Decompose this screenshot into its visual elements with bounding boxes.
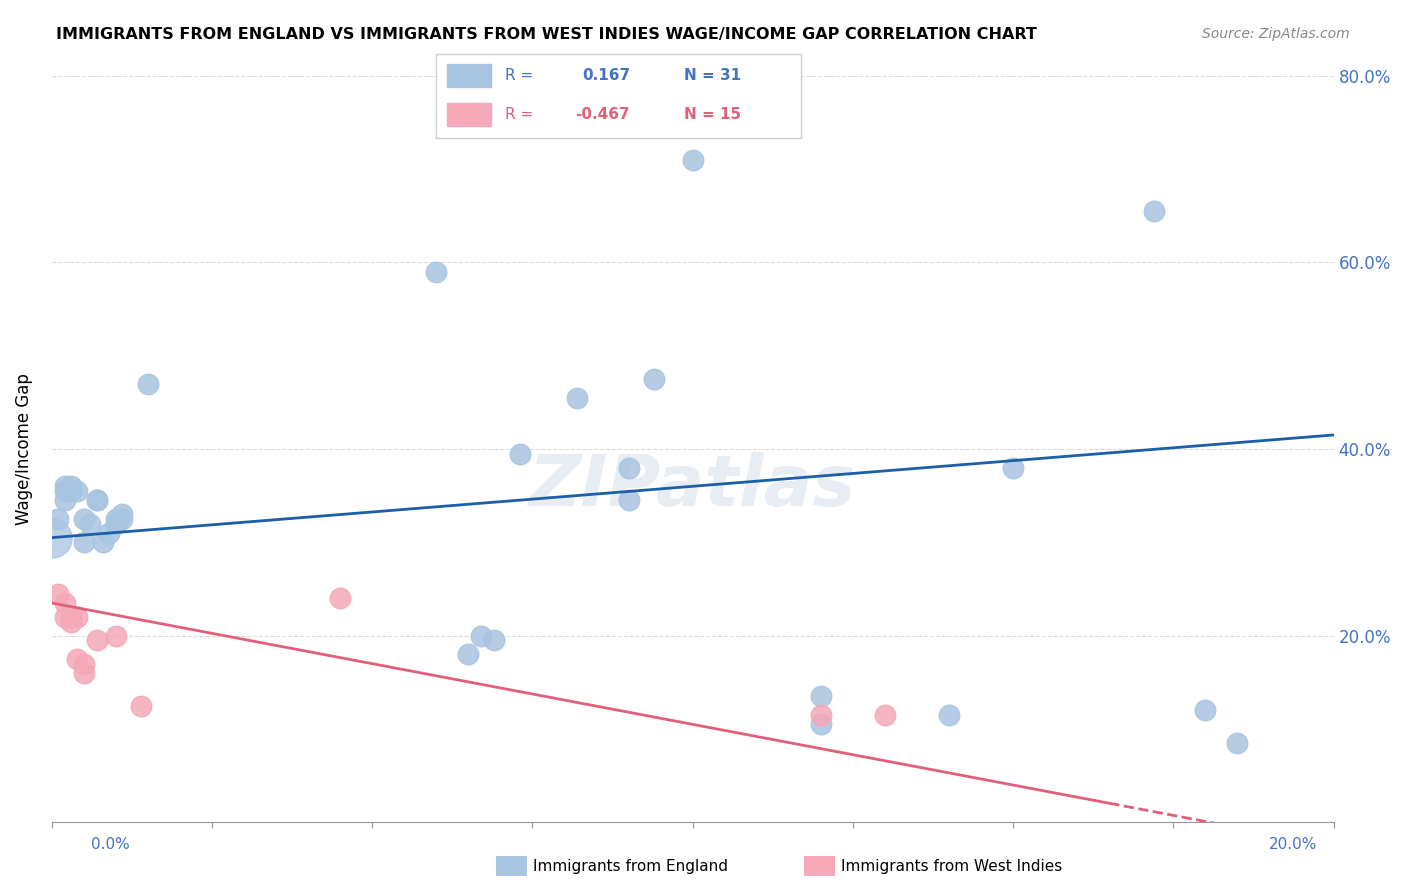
Point [425, 264, 447, 278]
Point [66, 483, 89, 498]
Point [1226, 736, 1249, 750]
Text: IMMIGRANTS FROM ENGLAND VS IMMIGRANTS FROM WEST INDIES WAGE/INCOME GAP CORRELATI: IMMIGRANTS FROM ENGLAND VS IMMIGRANTS FR… [56, 27, 1038, 42]
Point [111, 508, 134, 522]
Point [91, 535, 114, 549]
Point [104, 629, 127, 643]
Point [104, 516, 127, 531]
Text: Immigrants from West Indies: Immigrants from West Indies [841, 859, 1062, 873]
Point [59, 610, 82, 624]
Point [59, 483, 82, 498]
Point [53, 610, 76, 624]
Point [136, 376, 159, 391]
Point [873, 708, 896, 723]
Text: 0.0%: 0.0% [91, 838, 131, 852]
Point [53, 493, 76, 508]
Point [86, 633, 108, 648]
Point [66, 652, 89, 666]
Text: N = 31: N = 31 [685, 68, 741, 83]
Point [643, 372, 665, 386]
FancyBboxPatch shape [804, 856, 835, 876]
Point [86, 493, 108, 508]
FancyBboxPatch shape [496, 856, 527, 876]
Point [53, 483, 76, 498]
Point [567, 391, 589, 405]
Point [41, 531, 63, 545]
Point [46, 587, 69, 601]
Point [329, 591, 352, 606]
Point [73, 535, 96, 549]
Point [1194, 703, 1216, 717]
Text: R =: R = [505, 68, 533, 83]
FancyBboxPatch shape [447, 103, 491, 127]
Point [66, 610, 89, 624]
Point [1002, 460, 1025, 475]
Point [457, 648, 479, 662]
Point [1143, 203, 1166, 218]
Point [46, 512, 69, 526]
Point [59, 615, 82, 629]
Point [73, 665, 96, 680]
Point [938, 708, 960, 723]
Point [617, 460, 640, 475]
Text: ZIPatlas: ZIPatlas [529, 451, 856, 521]
Point [470, 629, 492, 643]
Text: R =: R = [505, 107, 533, 122]
Point [810, 690, 832, 704]
Text: Immigrants from England: Immigrants from England [533, 859, 728, 873]
Y-axis label: Wage/Income Gap: Wage/Income Gap [15, 373, 32, 524]
Point [59, 479, 82, 493]
Point [73, 657, 96, 671]
Point [111, 512, 134, 526]
FancyBboxPatch shape [436, 54, 801, 138]
Point [682, 153, 704, 167]
Point [810, 717, 832, 731]
Point [53, 596, 76, 610]
FancyBboxPatch shape [447, 63, 491, 87]
Text: 20.0%: 20.0% [1270, 838, 1317, 852]
Point [98, 526, 121, 541]
Point [617, 493, 640, 508]
Point [73, 512, 96, 526]
Text: -0.467: -0.467 [575, 107, 630, 122]
Point [86, 493, 108, 508]
Point [79, 516, 101, 531]
Point [509, 447, 531, 461]
Point [482, 633, 505, 648]
Point [104, 512, 127, 526]
Point [810, 708, 832, 723]
Point [53, 479, 76, 493]
Point [131, 698, 153, 713]
Text: N = 15: N = 15 [685, 107, 741, 122]
Text: 0.167: 0.167 [582, 68, 630, 83]
Text: Source: ZipAtlas.com: Source: ZipAtlas.com [1202, 27, 1350, 41]
